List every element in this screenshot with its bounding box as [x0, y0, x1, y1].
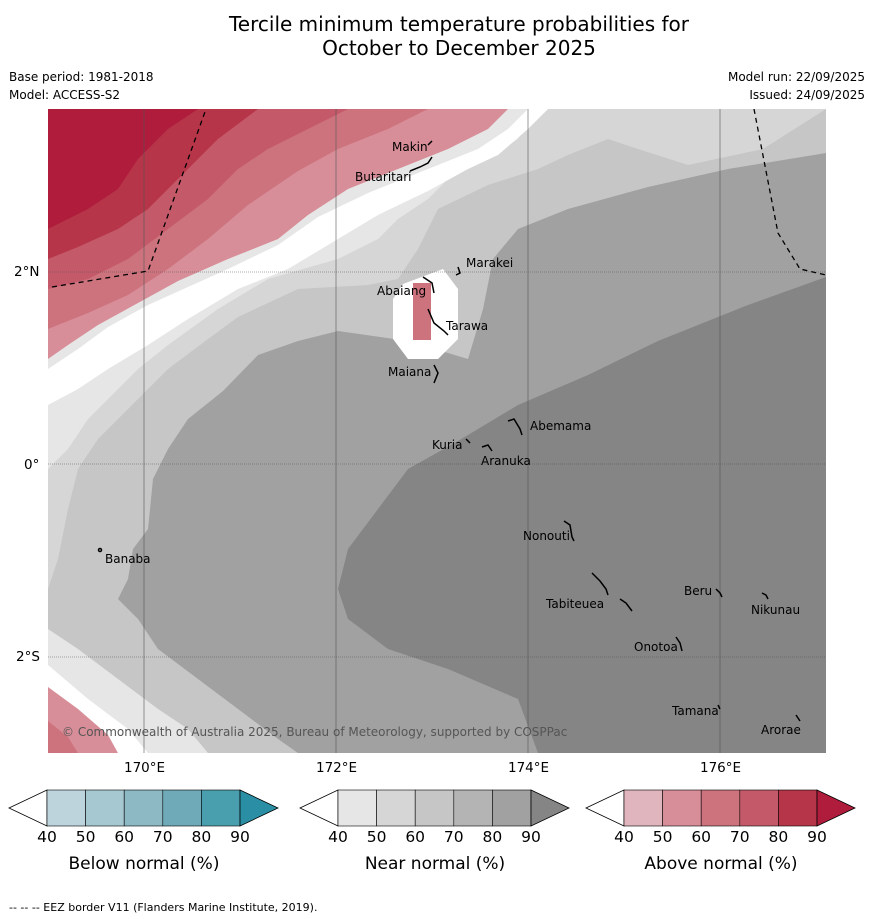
base-period: Base period: 1981-2018	[9, 70, 154, 84]
lon-label-176e: 176°E	[700, 760, 742, 776]
colorbar-max-arrow	[530, 789, 570, 827]
island-outlines	[97, 140, 801, 722]
colorbar-above-normal	[585, 789, 856, 827]
colorbar-below-normal	[8, 789, 279, 827]
contour-above-90	[48, 109, 198, 229]
colorbar-tick-label: 90	[521, 828, 541, 846]
island-label-nikunau: Nikunau	[751, 603, 801, 617]
lon-label-170e: 170°E	[124, 760, 166, 776]
map-title: Tercile minimum temperature probabilitie…	[0, 12, 873, 60]
contour-above-sw-60	[48, 721, 78, 753]
colorbar-tick-label: 40	[614, 828, 634, 846]
island-label-kuria: Kuria	[432, 438, 463, 452]
island-label-onotoa: Onotoa	[634, 640, 678, 654]
colorbar-max-arrow	[816, 789, 856, 827]
colorbar-min-arrow	[585, 789, 625, 827]
island-label-tabiteuea: Tabiteuea	[546, 597, 605, 611]
colorbar-tick-label: 70	[152, 828, 173, 846]
colorbar-min-arrow	[299, 789, 339, 827]
gridlines	[48, 109, 826, 753]
island-label-arorae: Arorae	[761, 723, 801, 737]
island-label-nonouti: Nonouti	[523, 529, 570, 543]
colorbar-segment	[123, 789, 164, 827]
island-label-butaritari: Butaritari	[355, 170, 412, 184]
eez-borders	[51, 109, 826, 288]
colorbar-label-above: Above normal (%)	[644, 854, 798, 874]
title-line-1: Tercile minimum temperature probabilitie…	[228, 12, 690, 36]
colorbar-label-below: Below normal (%)	[68, 854, 220, 874]
colorbar-near-normal	[299, 789, 570, 827]
island-label-abaiang: Abaiang	[377, 284, 427, 298]
colorbar-segment	[739, 789, 779, 827]
colorbar-segment	[662, 789, 702, 827]
colorbar-segment	[492, 789, 532, 827]
colorbar-tick-label: 60	[691, 828, 712, 846]
issued-date: Issued: 24/09/2025	[749, 88, 865, 102]
colorbars	[8, 789, 856, 827]
colorbar-tick-label: 80	[191, 828, 212, 846]
colorbar-segment	[453, 789, 493, 827]
colorbar-tick-label: 80	[482, 828, 503, 846]
colorbar-label-near: Near normal (%)	[364, 854, 506, 874]
colorbar-tick-label: 60	[114, 828, 135, 846]
colorbar-segment	[700, 789, 741, 827]
colorbar-tick-label: 90	[230, 828, 250, 846]
lat-label-2n: 2°N	[14, 264, 40, 280]
colorbar-min-arrow	[8, 789, 48, 827]
colorbar-tick-label: 50	[366, 828, 387, 846]
copyright-credit: © Commonwealth of Australia 2025, Bureau…	[62, 725, 568, 739]
contour-white-band	[48, 109, 548, 405]
eez-footnote: -- -- -- EEZ border V11 (Flanders Marine…	[9, 901, 318, 914]
colorbar-segment	[201, 789, 241, 827]
island-label-tamana: Tamana	[672, 704, 719, 718]
colorbar-tick-label: 80	[768, 828, 789, 846]
colorbar-tick-label: 70	[443, 828, 464, 846]
tarawa-above-patch	[413, 283, 431, 340]
island-label-beru: Beru	[684, 584, 713, 598]
model-run: Model run: 22/09/2025	[727, 70, 865, 84]
colorbar-tick-label: 40	[37, 828, 57, 846]
island-label-makin: Makin	[392, 140, 428, 154]
colorbar-segment	[623, 789, 663, 827]
probability-map	[48, 109, 826, 753]
colorbar-tick-label: 60	[405, 828, 426, 846]
island-label-abemama: Abemama	[530, 419, 592, 433]
colorbar-tick-label: 40	[328, 828, 348, 846]
island-label-maiana: Maiana	[388, 365, 432, 379]
colorbar-tick-label: 50	[652, 828, 673, 846]
colorbar-segment	[414, 789, 455, 827]
island-label-aranuka: Aranuka	[481, 454, 531, 468]
lon-label-172e: 172°E	[316, 760, 358, 776]
colorbar-segment	[376, 789, 416, 827]
colorbar-tick-label: 90	[807, 828, 827, 846]
colorbar-segment	[46, 789, 86, 827]
colorbar-tick-label: 70	[729, 828, 750, 846]
colorbar-tick-label: 50	[75, 828, 96, 846]
model-name: Model: ACCESS-S2	[9, 88, 121, 102]
colorbar-segment	[778, 789, 818, 827]
title-line-2: October to December 2025	[322, 36, 596, 60]
lon-label-174e: 174°E	[508, 760, 550, 776]
colorbar-segment	[85, 789, 125, 827]
lat-label-2s: 2°S	[16, 649, 40, 665]
colorbar-segment	[337, 789, 377, 827]
colorbar-segment	[162, 789, 202, 827]
lat-label-0: 0°	[24, 457, 40, 473]
island-label-tarawa: Tarawa	[446, 319, 489, 333]
colorbar-max-arrow	[239, 789, 279, 827]
island-label-marakei: Marakei	[466, 256, 514, 270]
island-label-banaba: Banaba	[105, 552, 151, 566]
